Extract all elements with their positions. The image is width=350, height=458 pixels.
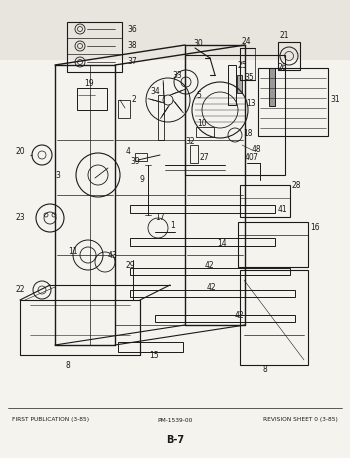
Text: REVISION SHEET 0 (3-85): REVISION SHEET 0 (3-85) [263,418,338,422]
Text: 20: 20 [16,147,26,157]
Text: 4: 4 [126,147,131,157]
Bar [77,88,107,110]
Text: 41: 41 [278,206,288,214]
Bar [130,268,290,275]
Text: 35: 35 [244,73,254,82]
Text: 18: 18 [243,129,252,137]
Text: 48: 48 [252,146,262,154]
Text: 43: 43 [108,251,118,260]
Text: 32: 32 [185,136,195,146]
Bar [118,100,130,118]
Text: 2: 2 [132,96,137,104]
Bar [258,68,328,136]
Bar [278,42,300,70]
Text: 33: 33 [172,71,182,81]
Text: 13: 13 [246,98,256,108]
Bar [228,65,236,105]
Bar [118,342,183,352]
Text: 25: 25 [237,60,247,70]
Text: 29: 29 [125,261,135,269]
Text: 9: 9 [140,175,145,185]
Bar [196,127,214,137]
Text: B-7: B-7 [166,435,184,445]
Text: FIRST PUBLICATION (3-85): FIRST PUBLICATION (3-85) [12,418,89,422]
Text: 40: 40 [245,153,255,163]
Text: 15: 15 [149,351,159,360]
Bar [155,315,295,322]
Text: 8: 8 [66,360,70,370]
Text: 10: 10 [197,119,206,127]
Text: 39: 39 [130,158,140,167]
Text: 1: 1 [170,222,175,230]
Text: 42: 42 [235,311,245,320]
Bar [238,222,308,267]
Text: 3: 3 [55,170,60,180]
Text: 19: 19 [84,78,94,87]
Text: 30: 30 [193,39,203,49]
Bar [240,270,308,365]
Bar [0,60,350,458]
Text: 17: 17 [155,213,164,223]
Text: 8: 8 [262,365,267,375]
Text: 42: 42 [207,283,217,291]
Text: 14: 14 [217,239,227,247]
Text: PM-1539-00: PM-1539-00 [157,418,193,422]
Text: 23: 23 [16,213,26,223]
Bar [135,153,147,161]
Text: 24: 24 [242,38,252,47]
Bar [130,205,275,213]
Bar [237,75,242,93]
Text: 22: 22 [16,285,26,294]
Bar [130,290,295,297]
Text: 5: 5 [196,92,201,100]
Text: 37: 37 [127,58,137,66]
Bar [240,185,290,217]
Bar [67,22,122,72]
Text: 36: 36 [127,24,137,33]
Bar [130,238,275,246]
Text: 27: 27 [200,153,210,163]
Text: 28: 28 [292,180,301,190]
Bar [269,68,275,106]
Text: 38: 38 [127,42,136,50]
Bar [190,145,198,163]
Text: 21: 21 [280,32,289,40]
Text: 16: 16 [310,224,320,233]
Text: 34: 34 [150,87,160,97]
Text: 11: 11 [68,247,77,256]
Text: 42: 42 [205,261,215,269]
Text: 31: 31 [330,96,339,104]
Text: 26: 26 [277,64,287,72]
Text: 7: 7 [252,153,257,162]
Bar [185,55,285,175]
Bar [158,95,164,140]
